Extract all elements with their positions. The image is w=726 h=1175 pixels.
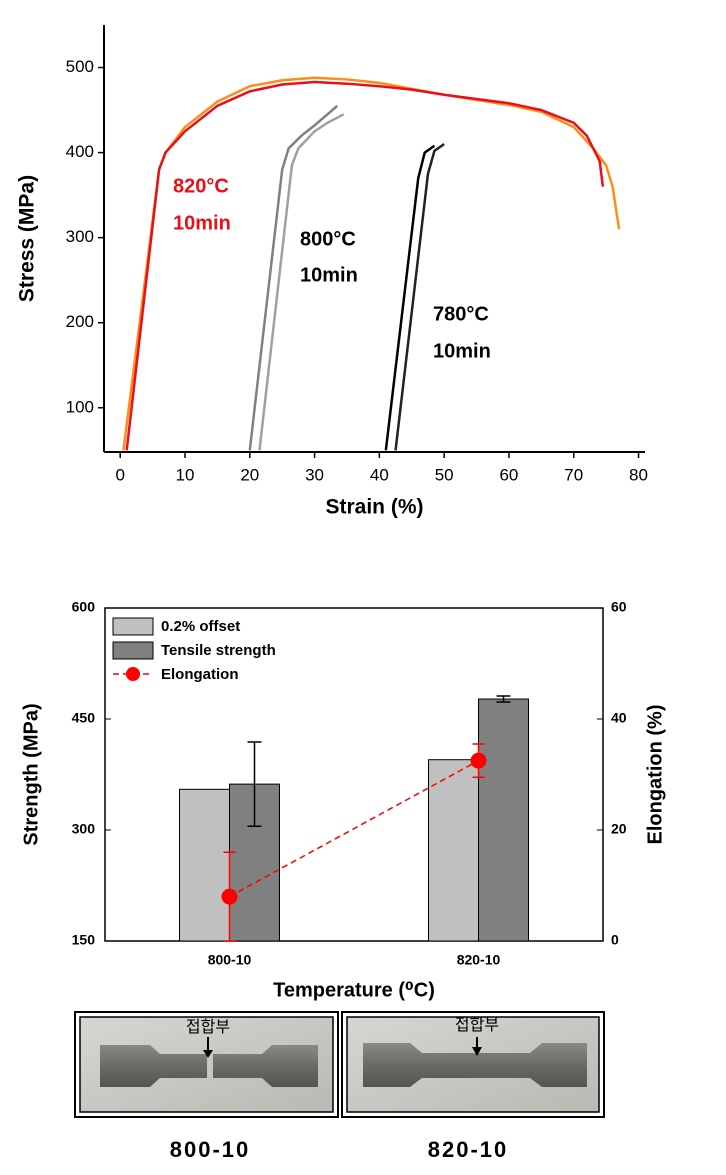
y-tick-label: 500	[66, 57, 94, 76]
curve	[248, 104, 339, 451]
x-tick-label: 40	[370, 465, 389, 484]
y-tick-label: 400	[66, 142, 94, 161]
photo-annotation: 접합부	[186, 1018, 230, 1036]
x-tick-label: 30	[305, 465, 324, 484]
legend-label: 0.2% offset	[161, 618, 240, 635]
x-tick-label: 0	[115, 465, 124, 484]
y-tick-label: 300	[72, 821, 96, 837]
marker	[221, 888, 238, 905]
x-tick-label: 820-10	[457, 952, 501, 968]
y-axis-label: Strength (MPa)	[20, 703, 42, 845]
x-tick-label: 50	[435, 465, 454, 484]
x-tick-label: 70	[564, 465, 583, 484]
error-bar	[496, 695, 511, 703]
curve	[125, 80, 605, 451]
photo-caption: 820-10	[428, 1137, 509, 1162]
error-bar	[247, 741, 262, 828]
legend-label: Tensile strength	[161, 642, 276, 659]
curve	[384, 144, 436, 451]
y2-axis-label: Elongation (%)	[644, 705, 666, 845]
legend-marker	[126, 667, 140, 681]
y-tick-label: 200	[66, 312, 94, 331]
y2-tick-label: 40	[611, 710, 627, 726]
curve	[394, 143, 445, 451]
x-tick-label: 800-10	[208, 952, 252, 968]
annotation: 10min	[173, 212, 231, 234]
y-tick-label: 600	[72, 599, 96, 615]
curve	[258, 113, 345, 451]
curve	[122, 76, 621, 451]
photo-annotation: 접합부	[455, 1016, 499, 1034]
legend-swatch	[112, 641, 154, 660]
y2-tick-label: 0	[611, 932, 619, 948]
x-axis-label: Temperature (⁰C)	[273, 979, 435, 1001]
y-tick-label: 450	[72, 710, 96, 726]
marker	[470, 752, 487, 769]
bar	[179, 788, 230, 942]
annotation: 10min	[300, 264, 358, 286]
photo	[74, 1011, 339, 1118]
annotation: 800°C	[300, 228, 356, 250]
line	[229, 759, 479, 898]
bar	[478, 698, 529, 942]
x-tick-label: 20	[240, 465, 259, 484]
bar	[428, 759, 479, 942]
plot-frame	[104, 607, 604, 942]
y-tick-label: 100	[66, 397, 94, 416]
x-tick-label: 10	[176, 465, 195, 484]
annotation: 10min	[433, 340, 491, 362]
y-axis-label: Stress (MPa)	[16, 175, 39, 302]
photo	[341, 1011, 605, 1118]
x-tick-label: 80	[629, 465, 648, 484]
legend-swatch	[112, 617, 154, 636]
y2-tick-label: 60	[611, 599, 627, 615]
photo-caption: 800-10	[170, 1137, 251, 1162]
legend-label: Elongation	[161, 666, 239, 683]
y2-tick-label: 20	[611, 821, 627, 837]
annotation: 780°C	[433, 303, 489, 325]
y-tick-label: 300	[66, 227, 94, 246]
x-axis-label: Strain (%)	[325, 496, 423, 519]
annotation: 820°C	[173, 175, 229, 197]
y-tick-label: 150	[72, 932, 96, 948]
x-tick-label: 60	[499, 465, 518, 484]
